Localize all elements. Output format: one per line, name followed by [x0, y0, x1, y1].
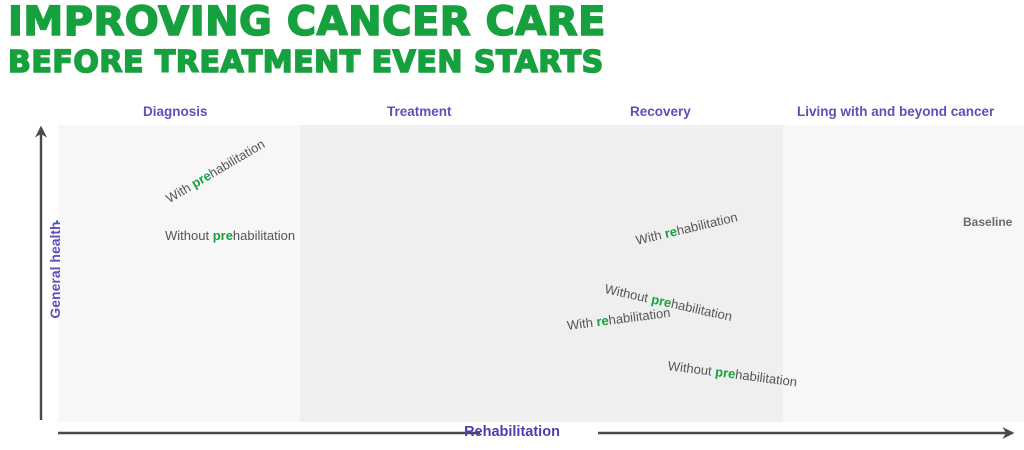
stage-band-diagnosis: [58, 125, 300, 422]
label-emphasis-pre: pre: [212, 228, 233, 243]
title-line-secondary: Before treatment even starts: [7, 45, 604, 80]
stage-header-diagnosis: Diagnosis: [143, 104, 208, 119]
label-emphasis-pre: pre: [714, 364, 737, 382]
stage-header-treatment: Treatment: [387, 104, 452, 119]
series-label-without-prehabilitation-teal-start: Without prehabilitation: [165, 228, 295, 243]
x-axis-label-gap: [480, 423, 598, 443]
stage-band-living-with-and-beyond-cancer: [783, 125, 1024, 422]
baseline-label: Baseline: [963, 215, 1013, 229]
y-axis-label: General health: [47, 221, 63, 319]
stage-band-treatment-recovery: [300, 125, 783, 422]
label-prefix-without: Without: [165, 228, 213, 243]
stage-header-living-with-and-beyond-cancer: Living with and beyond cancer: [797, 104, 995, 119]
title-line-primary: Improving cancer care: [7, 0, 606, 45]
label-suffix-habilitation: habilitation: [232, 228, 296, 243]
page-title: Improving cancer care Before treatment e…: [7, 0, 1008, 80]
x-axis-label: Rehabilitation: [464, 424, 560, 440]
stage-header-recovery: Recovery: [630, 104, 691, 119]
